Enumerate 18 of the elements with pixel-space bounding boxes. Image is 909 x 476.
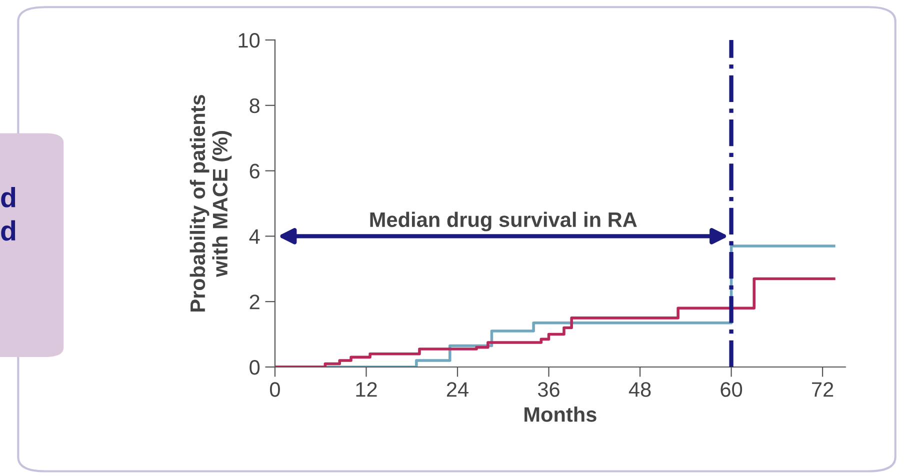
y-tick-label: 0 bbox=[250, 360, 260, 375]
y-tick-label: 2 bbox=[250, 294, 260, 310]
x-tick-label: 24 bbox=[446, 382, 468, 397]
y-tick-label: 6 bbox=[250, 164, 260, 179]
annotation: Median drug survival in RA bbox=[370, 212, 637, 232]
y-axis-title: Probability of patients with MACE (%) bbox=[190, 94, 232, 312]
y-tick-label: 8 bbox=[250, 98, 260, 114]
x-tick-label: 48 bbox=[628, 382, 651, 397]
y-tick-label: 4 bbox=[249, 229, 260, 244]
x-tick-label: 36 bbox=[538, 382, 560, 397]
x-tick-label: 72 bbox=[812, 382, 834, 397]
x-tick-label: 0 bbox=[270, 382, 280, 397]
x-tick-label: 12 bbox=[356, 382, 377, 397]
y-tick-label: 10 bbox=[238, 32, 260, 48]
x-tick-label: 60 bbox=[720, 382, 742, 397]
text: d bbox=[1, 186, 16, 208]
text: d bbox=[1, 220, 16, 241]
x-axis-title: Months bbox=[524, 406, 596, 422]
